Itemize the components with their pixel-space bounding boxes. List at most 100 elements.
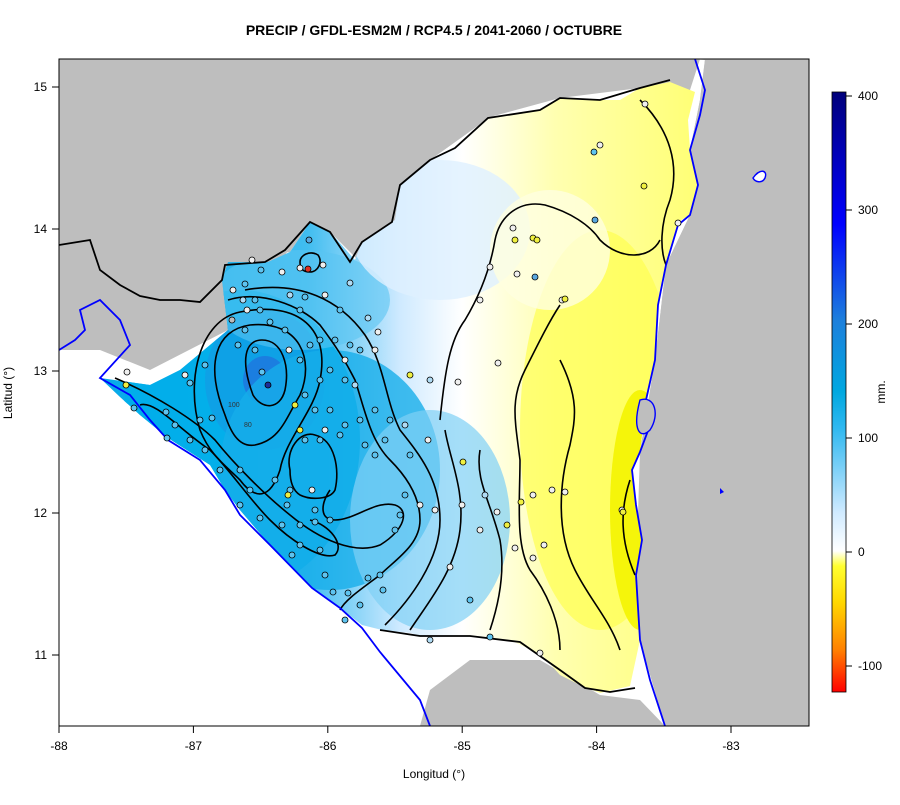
station-marker (591, 216, 599, 224)
station-marker (406, 451, 414, 459)
station-marker (316, 436, 324, 444)
station-marker (296, 426, 304, 434)
station-marker (305, 236, 313, 244)
station-marker (241, 280, 249, 288)
y-tick-label: 14 (34, 222, 48, 236)
station-marker (459, 458, 467, 466)
station-marker (494, 359, 502, 367)
contour-label-100: 100 (228, 402, 240, 409)
station-marker (283, 501, 291, 509)
station-marker (513, 270, 521, 278)
colorbar-tick-label: 0 (858, 545, 865, 559)
station-marker (331, 336, 339, 344)
station-marker (561, 295, 569, 303)
x-tick-label: -88 (50, 739, 68, 753)
costa-rica-land (420, 660, 665, 726)
x-tick-label: -84 (588, 739, 606, 753)
station-marker (229, 286, 237, 294)
station-marker (536, 649, 544, 657)
station-marker (278, 521, 286, 529)
station-marker (458, 501, 466, 509)
colorbar-tick-label: 400 (858, 89, 878, 103)
station-marker (454, 378, 462, 386)
station-marker (301, 436, 309, 444)
station-marker (379, 586, 387, 594)
contour-label-80: 80 (244, 422, 252, 429)
station-marker (503, 521, 511, 529)
station-marker (241, 326, 249, 334)
y-tick-label: 15 (34, 80, 48, 94)
station-marker (271, 476, 279, 484)
station-marker (216, 466, 224, 474)
station-marker (319, 261, 327, 269)
station-points (122, 100, 682, 657)
station-marker (376, 571, 384, 579)
station-marker (228, 316, 236, 324)
station-marker (181, 371, 189, 379)
station-marker (304, 265, 312, 273)
station-marker (548, 486, 556, 494)
y-tick-label: 13 (34, 364, 48, 378)
contour-lines (114, 99, 675, 651)
station-marker (296, 306, 304, 314)
y-tick-label: 12 (34, 506, 48, 520)
station-marker (540, 541, 548, 549)
station-marker (426, 376, 434, 384)
honduras-land (59, 59, 700, 345)
station-marker (401, 491, 409, 499)
station-marker (351, 381, 359, 389)
station-marker (356, 601, 364, 609)
station-marker (316, 336, 324, 344)
map-panel: 100 80 (59, 59, 809, 726)
station-marker (466, 596, 474, 604)
station-marker (374, 328, 382, 336)
y-tick-label: 11 (35, 648, 48, 662)
station-marker (301, 293, 309, 301)
station-marker (476, 526, 484, 534)
station-marker (431, 506, 439, 514)
station-marker (306, 341, 314, 349)
station-marker (236, 466, 244, 474)
station-marker (326, 406, 334, 414)
pearl-lagoon (636, 398, 656, 435)
station-marker (476, 296, 484, 304)
station-marker (341, 616, 349, 624)
x-tick-label: -83 (722, 739, 740, 753)
station-marker (641, 100, 649, 108)
station-marker (251, 296, 259, 304)
station-marker (278, 268, 286, 276)
map-title: PRECIP / GFDL-ESM2M / RCP4.5 / 2041-2060… (246, 22, 622, 38)
station-marker (426, 636, 434, 644)
honduras-border (59, 79, 671, 303)
station-marker (285, 346, 293, 354)
station-marker (234, 341, 242, 349)
station-marker (486, 263, 494, 271)
station-marker (311, 518, 319, 526)
station-marker (311, 506, 319, 514)
station-marker (301, 391, 309, 399)
station-marker (256, 514, 264, 522)
station-marker (208, 414, 216, 422)
station-marker (201, 446, 209, 454)
station-marker (264, 381, 272, 389)
station-marker (239, 296, 247, 304)
station-marker (326, 516, 334, 524)
station-marker (341, 356, 349, 364)
station-marker (364, 574, 372, 582)
station-marker (406, 371, 414, 379)
station-marker (311, 406, 319, 414)
station-marker (296, 541, 304, 549)
station-marker (171, 421, 179, 429)
station-marker (344, 589, 352, 597)
station-marker (424, 436, 432, 444)
caribbean-island (752, 170, 767, 183)
station-marker (291, 401, 299, 409)
station-marker (243, 306, 251, 314)
station-marker (356, 416, 364, 424)
station-marker (391, 526, 399, 534)
station-marker (257, 266, 265, 274)
colorbar-tick-label: 300 (858, 203, 878, 217)
station-marker (401, 421, 409, 429)
station-marker (286, 291, 294, 299)
